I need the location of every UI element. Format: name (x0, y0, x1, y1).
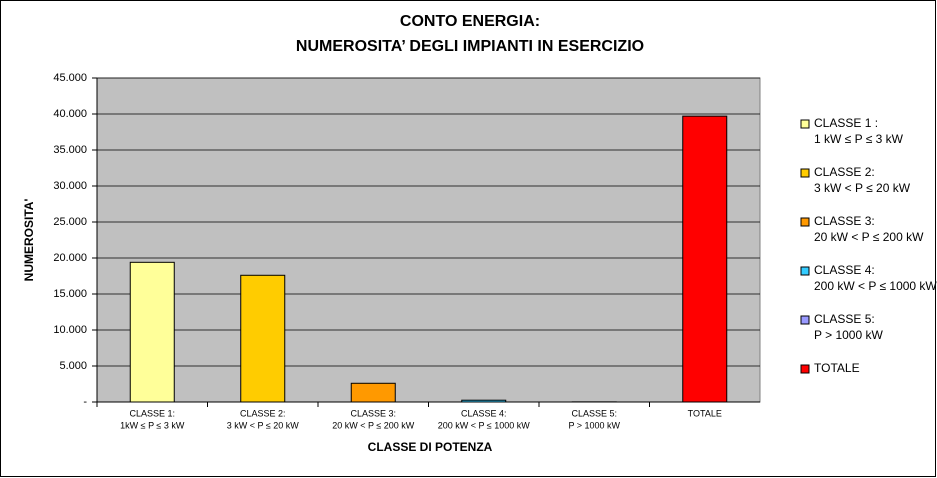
legend-swatch (800, 266, 810, 276)
x-axis-label: CLASSE DI POTENZA (368, 440, 493, 454)
x-tick-label: P > 1000 kW (568, 420, 620, 430)
legend-label: 200 kW < P ≤ 1000 kW (814, 279, 937, 293)
y-axis-label: NUMEROSITA' (22, 199, 36, 282)
y-tick-label: 35.000 (53, 144, 87, 156)
y-tick-label: 10.000 (53, 324, 87, 336)
y-tick-label: 5.000 (59, 360, 87, 372)
chart-title: NUMEROSITA’ DEGLI IMPIANTI IN ESERCIZIO (296, 38, 644, 55)
y-tick-label: 45.000 (53, 72, 87, 84)
legend-swatch (800, 364, 810, 374)
legend-swatch (800, 217, 810, 227)
y-tick-label: 25.000 (53, 216, 87, 228)
legend-swatch (800, 119, 810, 129)
y-tick-label: 20.000 (53, 252, 87, 264)
bar (682, 115, 728, 403)
legend-label: CLASSE 3: (814, 214, 875, 228)
legend-label: 20 kW < P ≤ 200 kW (814, 230, 924, 244)
plot-area (96, 77, 761, 403)
legend-label: P > 1000 kW (814, 328, 883, 342)
x-tick-label: 20 kW < P ≤ 200 kW (332, 420, 415, 430)
bar (129, 261, 175, 403)
legend-swatch (800, 315, 810, 325)
x-tick-label: TOTALE (688, 408, 722, 418)
y-tick-label: 40.000 (53, 108, 87, 120)
y-tick-label: 15.000 (53, 288, 87, 300)
x-tick-label: CLASSE 3: (350, 408, 396, 418)
x-tick-label: CLASSE 1: (129, 408, 175, 418)
legend-label: TOTALE (814, 361, 860, 375)
x-tick-label: 200 kW < P ≤ 1000 kW (438, 420, 531, 430)
legend-label: 1 kW ≤ P ≤ 3 kW (814, 132, 904, 146)
legend-label: CLASSE 1 : (814, 116, 878, 130)
legend-swatch (800, 168, 810, 178)
y-tick-label: - (83, 396, 87, 408)
x-tick-label: CLASSE 2: (240, 408, 286, 418)
bar (240, 274, 286, 403)
chart-title: CONTO ENERGIA: (400, 13, 540, 30)
x-tick-label: 1kW ≤ P ≤ 3 kW (120, 420, 185, 430)
bar (350, 382, 396, 403)
x-tick-label: CLASSE 5: (571, 408, 617, 418)
y-tick-label: 30.000 (53, 180, 87, 192)
legend-label: CLASSE 2: (814, 165, 875, 179)
legend-label: 3 kW < P ≤ 20 kW (814, 181, 911, 195)
legend-label: CLASSE 4: (814, 263, 875, 277)
x-tick-label: 3 kW < P ≤ 20 kW (227, 420, 300, 430)
x-tick-label: CLASSE 4: (461, 408, 507, 418)
legend-label: CLASSE 5: (814, 312, 875, 326)
